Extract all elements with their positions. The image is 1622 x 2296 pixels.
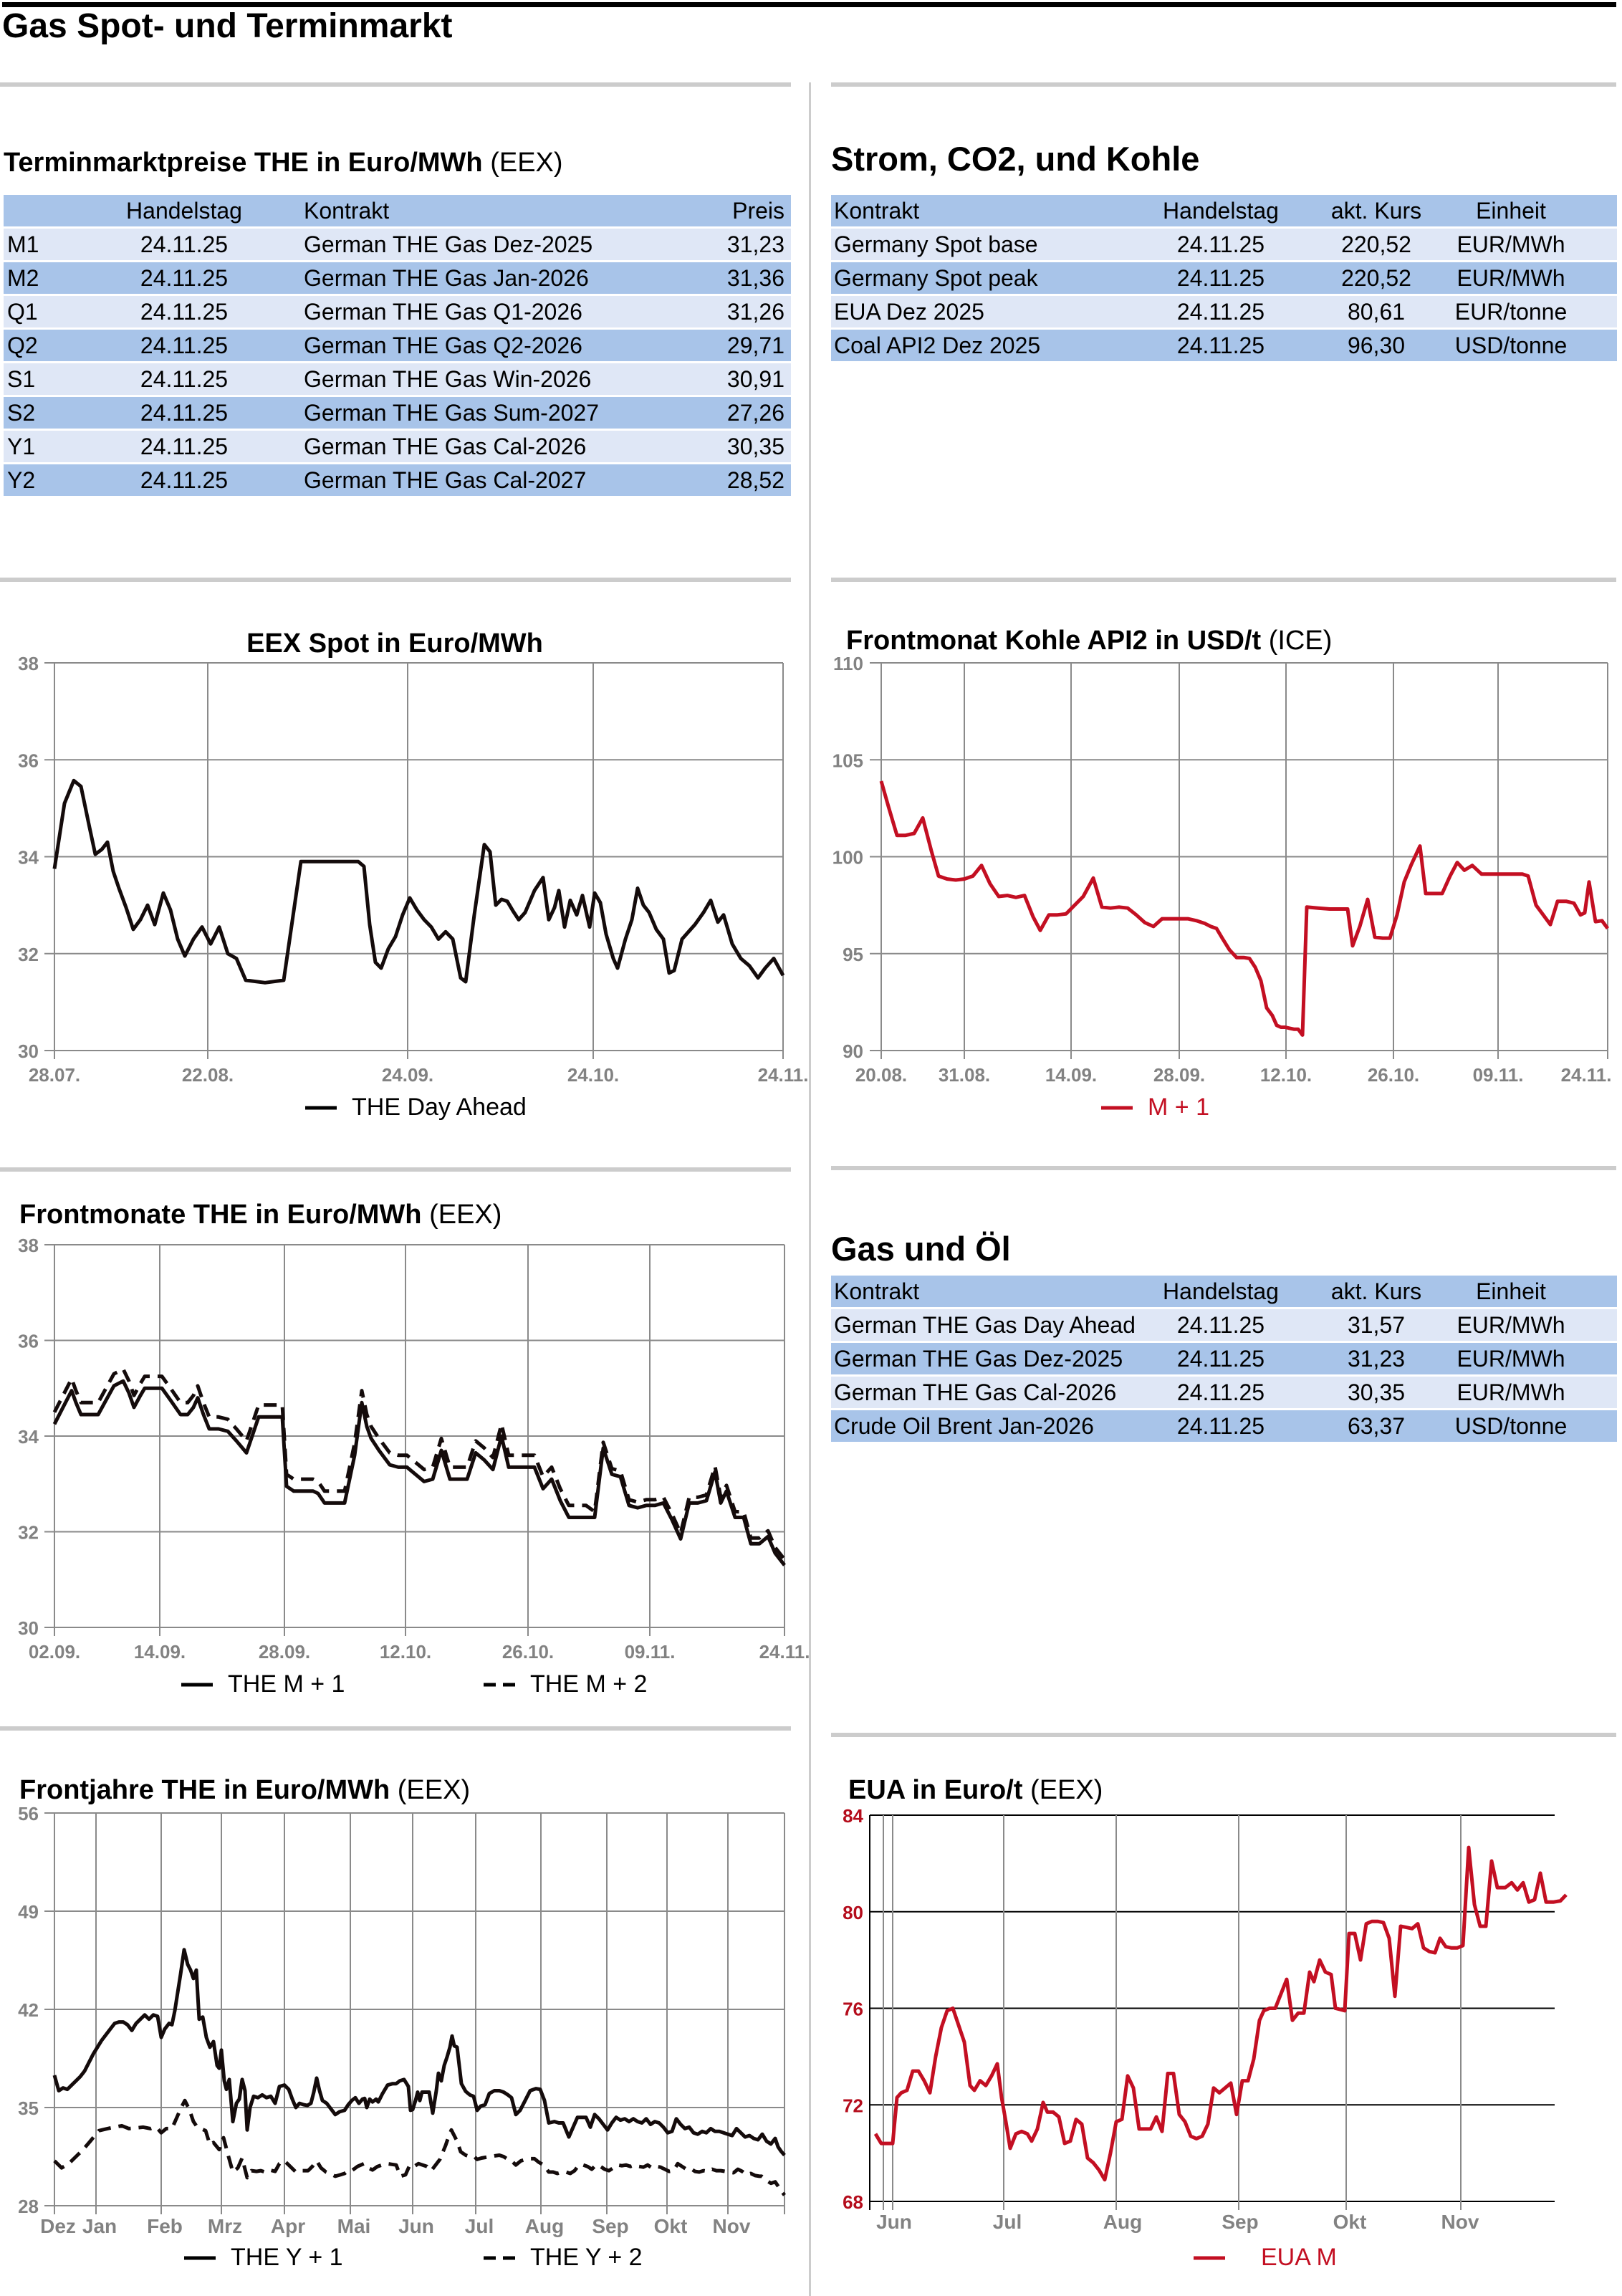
svg-text:Sep: Sep xyxy=(1222,2211,1258,2233)
svg-text:24.11.: 24.11. xyxy=(758,1064,809,1086)
svg-text:95: 95 xyxy=(843,944,863,965)
svg-text:36: 36 xyxy=(18,1331,39,1352)
svg-text:42: 42 xyxy=(18,1999,39,2021)
svg-text:EUA in Euro/t (EEX): EUA in Euro/t (EEX) xyxy=(848,1775,1103,1805)
svg-text:68: 68 xyxy=(843,2191,863,2213)
svg-text:12.10.: 12.10. xyxy=(1260,1064,1312,1086)
svg-text:24.10.: 24.10. xyxy=(567,1064,619,1086)
svg-text:30: 30 xyxy=(18,1617,39,1639)
svg-text:38: 38 xyxy=(18,1235,39,1256)
svg-text:84: 84 xyxy=(843,1805,863,1827)
svg-text:28: 28 xyxy=(18,2196,39,2217)
svg-text:110: 110 xyxy=(833,653,863,674)
svg-text:THE Y + 2: THE Y + 2 xyxy=(530,2244,643,2271)
svg-text:32: 32 xyxy=(18,944,39,965)
svg-text:Dez: Dez xyxy=(40,2215,76,2237)
svg-text:Mai: Mai xyxy=(337,2215,371,2237)
svg-text:34: 34 xyxy=(18,847,39,869)
svg-text:M + 1: M + 1 xyxy=(1148,1094,1209,1121)
svg-text:28.07.: 28.07. xyxy=(29,1064,80,1086)
svg-text:26.10.: 26.10. xyxy=(1368,1064,1419,1086)
svg-text:Jul: Jul xyxy=(993,2211,1022,2233)
svg-text:THE M + 1: THE M + 1 xyxy=(228,1670,345,1698)
svg-text:Frontmonate THE in Euro/MWh (E: Frontmonate THE in Euro/MWh (EEX) xyxy=(19,1200,502,1230)
svg-text:THE M + 2: THE M + 2 xyxy=(530,1670,647,1698)
svg-text:24.11.: 24.11. xyxy=(1561,1064,1612,1086)
svg-text:Apr: Apr xyxy=(271,2215,305,2237)
svg-text:EUA M: EUA M xyxy=(1261,2244,1337,2271)
svg-text:Frontjahre THE in Euro/MWh (EE: Frontjahre THE in Euro/MWh (EEX) xyxy=(19,1775,470,1805)
svg-text:Jun: Jun xyxy=(398,2215,434,2237)
svg-text:Jun: Jun xyxy=(876,2211,912,2233)
svg-text:Aug: Aug xyxy=(525,2215,564,2237)
svg-text:28.09.: 28.09. xyxy=(1153,1064,1205,1086)
svg-text:Nov: Nov xyxy=(1441,2211,1479,2233)
svg-text:24.11.: 24.11. xyxy=(759,1641,810,1663)
svg-text:56: 56 xyxy=(18,1803,39,1824)
svg-text:38: 38 xyxy=(18,653,39,674)
svg-text:Feb: Feb xyxy=(147,2215,183,2237)
svg-text:02.09.: 02.09. xyxy=(29,1641,80,1663)
svg-text:30: 30 xyxy=(18,1041,39,1062)
svg-text:Frontmonat Kohle API2 in USD/t: Frontmonat Kohle API2 in USD/t (ICE) xyxy=(846,626,1332,656)
svg-text:Okt: Okt xyxy=(1333,2211,1367,2233)
svg-text:09.11.: 09.11. xyxy=(1473,1064,1524,1086)
svg-text:Okt: Okt xyxy=(654,2215,688,2237)
svg-text:90: 90 xyxy=(843,1041,863,1062)
svg-text:24.09.: 24.09. xyxy=(382,1064,433,1086)
svg-text:35: 35 xyxy=(18,2098,39,2119)
svg-text:Jan: Jan xyxy=(82,2215,117,2237)
svg-text:72: 72 xyxy=(843,2095,863,2116)
svg-text:09.11.: 09.11. xyxy=(625,1641,676,1663)
svg-text:Aug: Aug xyxy=(1103,2211,1142,2233)
svg-text:80: 80 xyxy=(843,1902,863,1923)
svg-text:31.08.: 31.08. xyxy=(939,1064,990,1086)
svg-text:Jul: Jul xyxy=(465,2215,494,2237)
svg-text:EEX Spot in Euro/MWh: EEX Spot in Euro/MWh xyxy=(246,628,543,659)
svg-text:12.10.: 12.10. xyxy=(380,1641,431,1663)
svg-text:28.09.: 28.09. xyxy=(259,1641,310,1663)
svg-text:26.10.: 26.10. xyxy=(502,1641,554,1663)
svg-text:Nov: Nov xyxy=(713,2215,751,2237)
svg-text:Mrz: Mrz xyxy=(208,2215,242,2237)
svg-text:THE Day Ahead: THE Day Ahead xyxy=(352,1094,527,1121)
svg-text:76: 76 xyxy=(843,1999,863,2020)
svg-text:100: 100 xyxy=(832,847,863,869)
svg-text:22.08.: 22.08. xyxy=(182,1064,234,1086)
svg-text:14.09.: 14.09. xyxy=(1045,1064,1097,1086)
svg-text:32: 32 xyxy=(18,1522,39,1544)
svg-text:36: 36 xyxy=(18,750,39,771)
svg-text:20.08.: 20.08. xyxy=(855,1064,907,1086)
svg-text:105: 105 xyxy=(832,750,863,771)
svg-text:34: 34 xyxy=(18,1426,39,1448)
svg-text:14.09.: 14.09. xyxy=(134,1641,186,1663)
svg-text:49: 49 xyxy=(18,1901,39,1923)
svg-text:Sep: Sep xyxy=(592,2215,628,2237)
svg-text:THE Y + 1: THE Y + 1 xyxy=(231,2244,343,2271)
